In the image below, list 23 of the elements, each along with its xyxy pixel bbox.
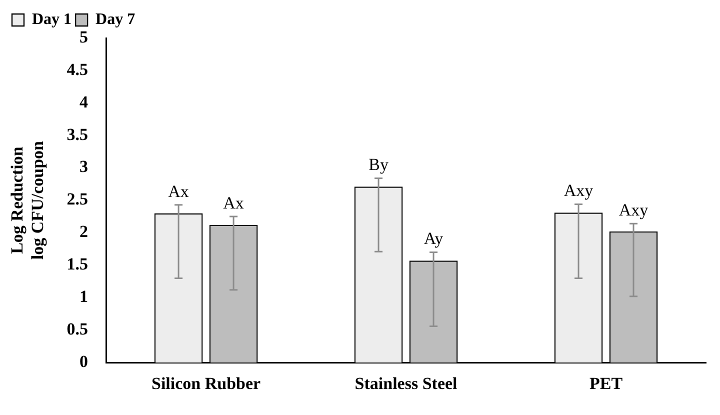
data-label: Axy xyxy=(618,200,649,220)
y-tick-label: 2 xyxy=(80,222,88,242)
data-label: Ax xyxy=(168,182,190,201)
y-tick-label: 4 xyxy=(80,92,89,112)
y-tick-label: 0 xyxy=(80,352,88,371)
data-label: Ay xyxy=(424,229,444,248)
y-axis-title: Log Reduction log CFU/coupon xyxy=(8,140,47,260)
legend-label: Day 7 xyxy=(96,11,136,28)
data-label: By xyxy=(368,155,389,174)
y-tick-label: 2.5 xyxy=(66,190,88,209)
y-tick-label: 1 xyxy=(80,287,88,306)
data-label: Axy xyxy=(564,181,594,200)
y-tick-label: 3 xyxy=(80,157,88,176)
y-tick-label: 1.5 xyxy=(66,254,88,274)
x-tick-label: Stainless Steel xyxy=(354,374,458,394)
legend-label: Day 1 xyxy=(32,11,72,28)
x-tick-label: Silicon Rubber xyxy=(151,374,262,394)
data-label: Ax xyxy=(223,194,244,212)
y-tick-label: 0.5 xyxy=(66,320,88,339)
y-tick-label: 3.5 xyxy=(66,124,88,144)
x-tick-label: PET xyxy=(589,374,624,394)
y-tick-label: 5 xyxy=(80,27,88,46)
y-tick-label: 4.5 xyxy=(66,60,88,79)
